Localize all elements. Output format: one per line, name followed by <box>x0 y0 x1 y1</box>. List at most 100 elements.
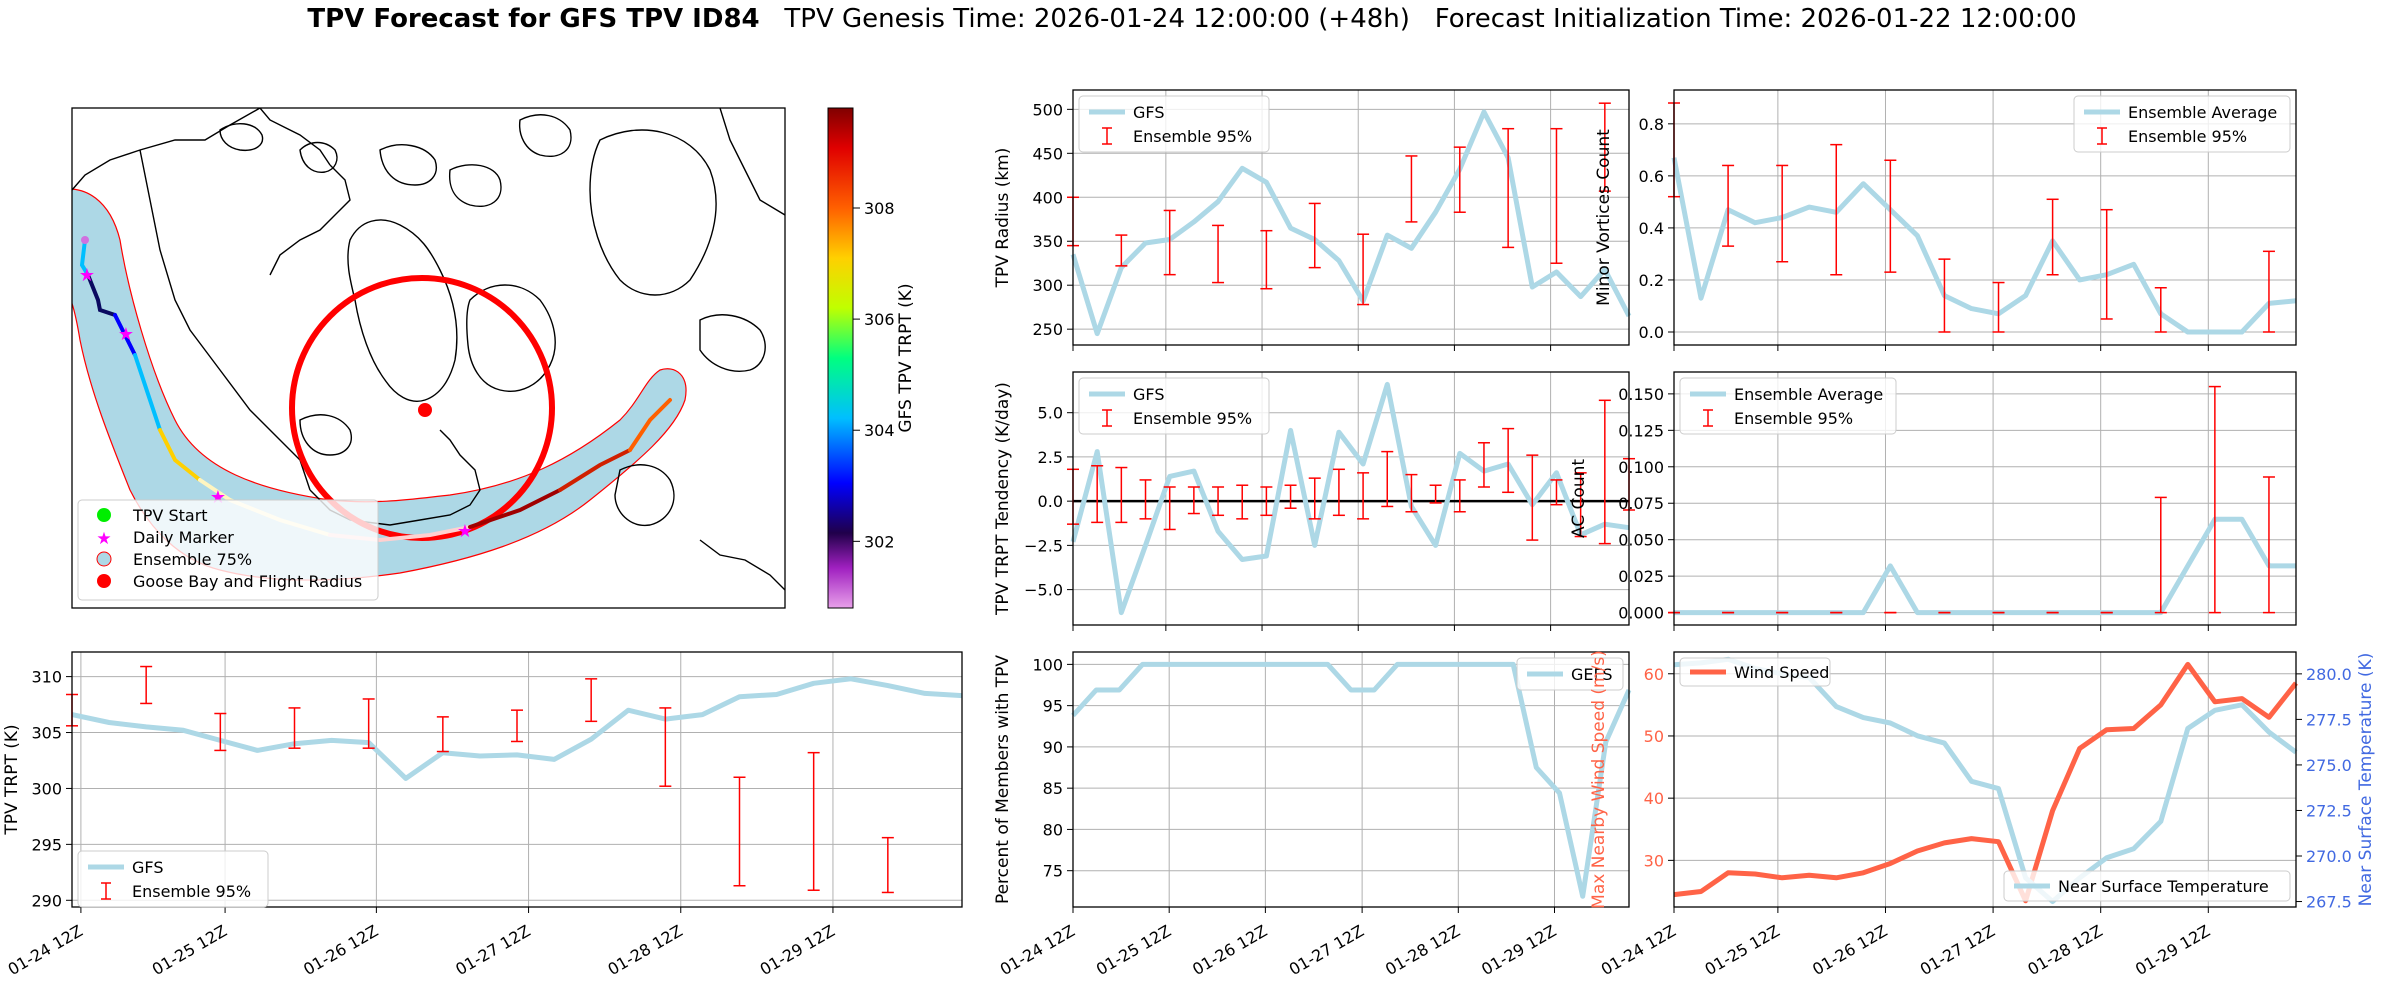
y-tick-label: 0.125 <box>1618 421 1664 440</box>
goose-bay-marker <box>418 403 432 417</box>
colorbar-tick-label: 306 <box>864 310 895 329</box>
map-content: ★ ★ ★ ★ <box>72 108 785 591</box>
legend-label: GFS <box>1133 385 1164 404</box>
y-axis-label: TPV TRPT Tendency (K/day) <box>993 382 1013 616</box>
y-tick-label: 0.2 <box>1639 271 1664 290</box>
y-tick-label: 300 <box>1032 276 1063 295</box>
y-tick-label: 350 <box>1032 232 1063 251</box>
y-tick-label: 0.025 <box>1618 567 1664 586</box>
legend-label: Ensemble 95% <box>1133 127 1252 146</box>
track-start-marker <box>81 236 89 244</box>
y-tick-label: 0.075 <box>1618 494 1664 513</box>
y-tick-label: 400 <box>1032 188 1063 207</box>
x-tick-label: 01-29 12Z <box>757 921 838 979</box>
map-legend-label: Ensemble 75% <box>133 550 252 569</box>
legend-label: Wind Speed <box>1734 663 1829 682</box>
y-tick-label: 50 <box>1644 727 1664 746</box>
chart-wind: 01-24 12Z 01-25 12Z 01-26 12Z 01-27 12Z 01-2… <box>1589 650 2376 979</box>
series-line <box>1674 516 2296 616</box>
legend-label: Ensemble 95% <box>2128 127 2247 146</box>
y2-tick-label: 270.0 <box>2306 847 2352 866</box>
y2-tick-label: 275.0 <box>2306 756 2352 775</box>
y-axis-label: Max Nearby Wind Speed (m/s) <box>1589 650 1609 909</box>
y-tick-label: 2.5 <box>1038 448 1063 467</box>
series-line <box>1071 661 1632 899</box>
map-legend-label: TPV Start <box>132 506 208 525</box>
series-line <box>1673 661 2298 904</box>
legend-label: Ensemble 95% <box>1133 409 1252 428</box>
map-legend-label: Goose Bay and Flight Radius <box>133 572 362 591</box>
map-legend-entry: Ensemble 75% <box>96 550 252 569</box>
map-legend-entry: Goose Bay and Flight Radius <box>97 572 362 591</box>
title-genesis: TPV Genesis Time: 2026-01-24 12:00:00 (+… <box>784 4 1410 34</box>
chart-legend: GFS Ensemble 95% <box>77 850 269 908</box>
axes-frame <box>71 651 963 908</box>
title-init: Forecast Initialization Time: 2026-01-22… <box>1434 4 2077 34</box>
map-legend-entry: TPV Start <box>97 506 208 525</box>
y-tick-label: 0.000 <box>1618 604 1664 623</box>
colorbar-tick-label: 308 <box>864 199 895 218</box>
x-tick-label: 01-28 12Z <box>2024 921 2105 979</box>
y-tick-label: 450 <box>1032 144 1063 163</box>
circle-marker-icon <box>97 574 111 588</box>
y-axis-label: TPV Radius (km) <box>993 148 1013 289</box>
legend-label: GFS <box>132 858 163 877</box>
series-line <box>1070 109 1632 337</box>
y-tick-label: 500 <box>1032 100 1063 119</box>
x-tick-label: 01-28 12Z <box>1382 921 1463 979</box>
legend-label: GEFS <box>1571 665 1613 684</box>
chart-radius: 250 300 350 400 450 500 TPV Radius (km) GFS Ense… <box>993 89 1632 351</box>
axes-frame <box>1673 89 2297 346</box>
legend-label: Ensemble 95% <box>132 882 251 901</box>
y-tick-label: 250 <box>1032 320 1063 339</box>
y-tick-label: 300 <box>31 779 62 798</box>
axes-frame <box>1673 371 2297 626</box>
x-tick-label: 01-24 12Z <box>997 921 1078 979</box>
y-tick-label: 0.150 <box>1618 385 1664 404</box>
axes-frame <box>1072 89 1630 346</box>
y-tick-label: 0.050 <box>1618 531 1664 550</box>
legend-label: Ensemble Average <box>1734 385 1883 404</box>
x-tick-label: 01-27 12Z <box>1917 921 1998 979</box>
colorbar-tick-label: 302 <box>864 532 895 551</box>
y-tick-label: −2.5 <box>1024 536 1063 555</box>
y-tick-label: 90 <box>1043 738 1063 757</box>
chart-legend: GFS Ensemble 95% <box>1078 95 1270 153</box>
flight-radius-circle <box>289 275 555 541</box>
daily-marker: ★ <box>457 521 473 542</box>
y-axis-label: AC Count <box>1569 459 1589 538</box>
y2-tick-label: 280.0 <box>2306 665 2352 684</box>
legend-label: GFS <box>1133 103 1164 122</box>
map-legend-entry: ★ Daily Marker <box>96 528 234 549</box>
figure-title: TPV Forecast for GFS TPV ID84 TPV Genesi… <box>0 4 2384 34</box>
chart-minor: 0.0 0.2 0.4 0.6 0.8 Minor Vortices Count Ensem… <box>1594 89 2297 351</box>
y-tick-label: 30 <box>1644 851 1664 870</box>
chart-legend: Ensemble Average Ensemble 95% <box>1679 377 1897 435</box>
colorbar: 302 304 306 308 GFS TPV TRPT (K) <box>827 107 916 609</box>
x-tick-label: 01-25 12Z <box>1093 921 1174 979</box>
y-tick-label: 5.0 <box>1038 404 1063 423</box>
y-axis-label: Minor Vortices Count <box>1594 129 1614 306</box>
colorbar-label: GFS TPV TRPT (K) <box>896 283 916 432</box>
y-tick-label: 100 <box>1032 655 1063 674</box>
y-tick-label: 0.8 <box>1639 115 1664 134</box>
x-tick-label: 01-26 12Z <box>300 921 381 979</box>
star-icon: ★ <box>96 529 111 549</box>
y2-tick-label: 267.5 <box>2306 893 2352 912</box>
x-tick-label: 01-26 12Z <box>1809 921 1890 979</box>
chart-pct: 01-24 12Z 01-25 12Z 01-26 12Z 01-27 12Z 01-2… <box>993 651 1632 979</box>
x-tick-label: 01-25 12Z <box>149 921 230 979</box>
y-tick-label: 0.0 <box>1639 323 1664 342</box>
circle-marker-icon <box>97 508 111 522</box>
x-tick-label: 01-24 12Z <box>1598 921 1679 979</box>
chart-legend: GEFS <box>1516 657 1624 691</box>
y-tick-label: 95 <box>1043 697 1063 716</box>
map-legend: TPV Start ★ Daily Marker Ensemble 75% Goose … <box>77 499 379 601</box>
x-tick-label: 01-25 12Z <box>1702 921 1783 979</box>
series-line <box>1070 381 1630 616</box>
daily-marker: ★ <box>118 324 134 345</box>
y-tick-label: 0.6 <box>1639 167 1664 186</box>
legend-label: Ensemble 95% <box>1734 409 1853 428</box>
map-legend-label: Daily Marker <box>133 528 234 547</box>
